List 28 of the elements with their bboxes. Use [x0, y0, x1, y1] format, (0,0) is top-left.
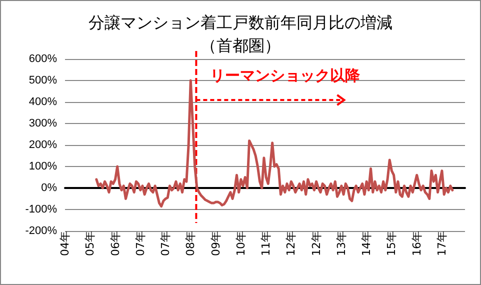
annotation: リーマンショック以降 — [210, 66, 362, 84]
x-tick-label: 07年 — [159, 231, 172, 256]
x-tick-label: 09年 — [209, 231, 222, 256]
chart-subtitle: （首都圏） — [200, 36, 280, 55]
y-tick-label: 200% — [28, 139, 58, 151]
x-tick-label: 12年 — [284, 231, 298, 256]
x-tick-label: 04年 — [58, 231, 72, 256]
x-tick-label: 16年 — [410, 231, 424, 256]
x-tick-label: 15年 — [385, 231, 398, 256]
y-tick-label: 100% — [28, 160, 58, 172]
y-tick-label: 0% — [41, 182, 58, 194]
x-tick-label: 10年 — [234, 231, 248, 256]
y-tick-label: 300% — [28, 118, 58, 130]
x-tick-label: 12年 — [310, 231, 323, 256]
y-tick-label: -200% — [25, 225, 58, 237]
y-tick-label: 600% — [28, 53, 58, 65]
x-tick-label: 11年 — [260, 231, 273, 256]
x-tick-label: 13年 — [334, 231, 348, 256]
y-tick-label: 400% — [28, 96, 58, 108]
x-tick-label: 08年 — [184, 231, 198, 256]
y-tick-label: -100% — [25, 204, 58, 216]
chart-title: 分譲マンション着工戸数前年同月比の増減 — [88, 13, 392, 32]
x-tick-label: 14年 — [360, 231, 374, 256]
x-tick-label: 05年 — [84, 231, 97, 256]
y-tick-label: 500% — [28, 74, 58, 86]
x-tick-label: 17年 — [435, 231, 448, 256]
x-tick-label: 07年 — [134, 231, 147, 256]
x-tick-label: 06年 — [108, 231, 122, 256]
